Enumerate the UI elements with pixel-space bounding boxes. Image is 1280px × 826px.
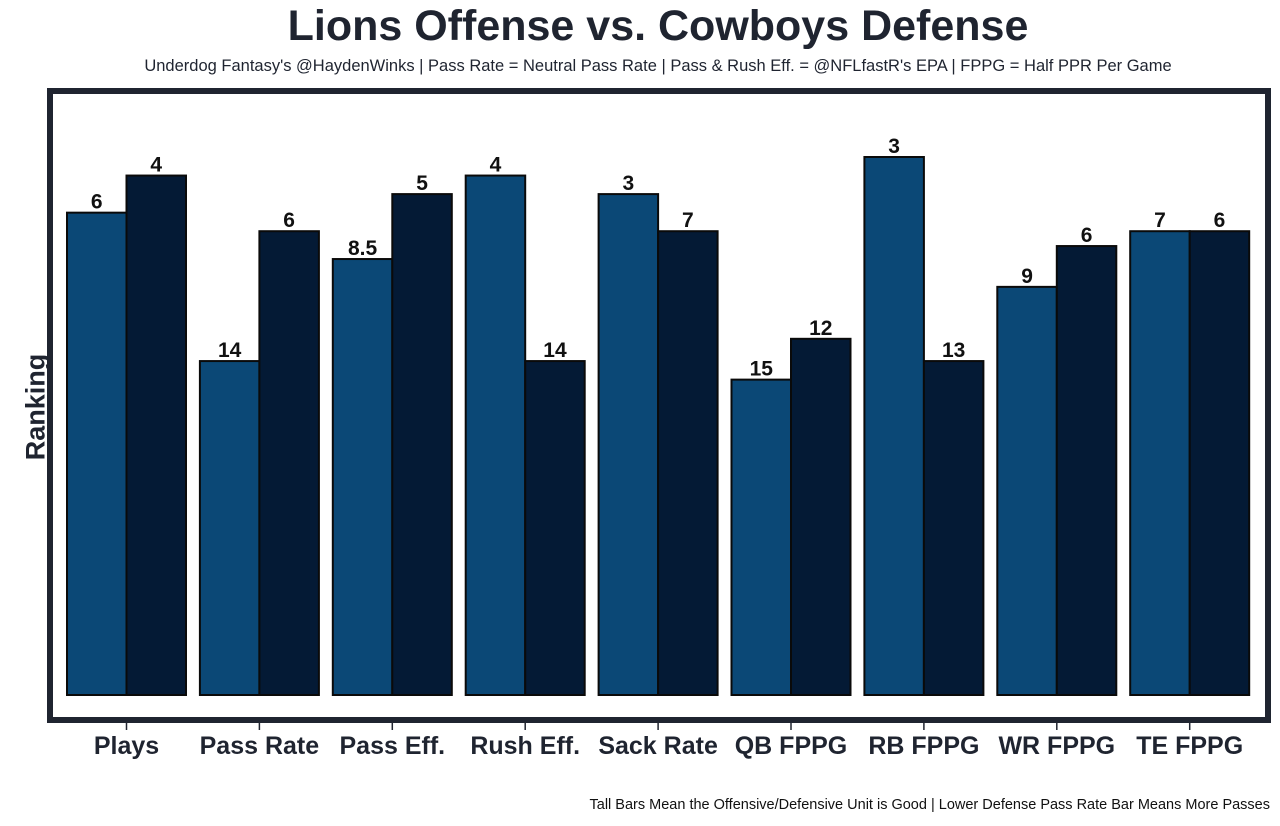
bar-qb-fppg-defense [790, 337, 852, 696]
x-tick-label-wr-fppg: WR FPPG [998, 732, 1115, 760]
bar-te-fppg-defense [1188, 230, 1251, 696]
plot-frame [47, 88, 1271, 723]
bar-label-qb-fppg-offense: 15 [750, 358, 774, 381]
bar-label-rb-fppg-defense: 13 [942, 339, 965, 362]
bar-label-rb-fppg-offense: 3 [888, 135, 900, 158]
bar-sack-rate-offense [597, 193, 660, 696]
bar-pass-rate-defense [258, 230, 320, 696]
bar-plays-offense [66, 211, 128, 696]
x-tick-label-pass-eff: Pass Eff. [339, 732, 445, 760]
bar-rb-fppg-defense [922, 360, 985, 696]
bar-label-plays-offense: 6 [91, 191, 103, 214]
bar-pass-eff-defense [391, 193, 453, 696]
bar-label-te-fppg-defense: 6 [1214, 209, 1226, 232]
bar-label-pass-rate-defense: 6 [283, 209, 295, 232]
chart-subtitle: Underdog Fantasy's @HaydenWinks | Pass R… [144, 57, 1172, 75]
x-tick-label-te-fppg: TE FPPG [1136, 732, 1243, 760]
bar-wr-fppg-defense [1055, 245, 1118, 696]
x-tick-label-rb-fppg: RB FPPG [868, 732, 979, 760]
bar-plays-defense [125, 174, 187, 697]
x-ticks-group: Plays Pass Rate Pass Eff. Rush Eff. Sack Rat… [94, 723, 1243, 760]
bar-label-sack-rate-defense: 7 [682, 209, 694, 232]
bar-label-sack-rate-offense: 3 [623, 172, 635, 195]
bar-label-wr-fppg-defense: 6 [1081, 224, 1093, 247]
bar-label-rush-eff-offense: 4 [490, 154, 502, 177]
x-tick-label-rush-eff: Rush Eff. [470, 732, 580, 760]
bar-label-rush-eff-defense: 14 [543, 339, 567, 362]
x-tick-label-plays: Plays [94, 732, 159, 760]
x-tick-label-sack-rate: Sack Rate [598, 732, 718, 760]
bar-label-wr-fppg-offense: 9 [1021, 265, 1033, 288]
bar-pass-rate-offense [198, 360, 261, 696]
bar-label-pass-eff-offense: 8.5 [348, 237, 378, 260]
bar-te-fppg-offense [1129, 230, 1191, 696]
bar-label-pass-eff-defense: 5 [416, 172, 428, 195]
bar-label-plays-defense: 4 [150, 154, 162, 177]
bar-sack-rate-defense [657, 230, 719, 696]
bar-rb-fppg-offense [863, 156, 925, 696]
bar-qb-fppg-offense [730, 378, 792, 696]
bar-rush-eff-defense [524, 360, 586, 696]
bar-pass-eff-offense [331, 258, 394, 696]
x-tick-label-qb-fppg: QB FPPG [735, 732, 848, 760]
bar-label-pass-rate-offense: 14 [218, 339, 242, 362]
bar-labels-group: 6 4 14 6 8.5 5 4 14 3 7 15 12 3 13 9 6 7 6 [91, 135, 1225, 381]
chart-title: Lions Offense vs. Cowboys Defense [287, 2, 1029, 50]
bar-wr-fppg-offense [996, 285, 1058, 696]
x-tick-label-pass-rate: Pass Rate [200, 732, 320, 760]
bar-rush-eff-offense [464, 174, 527, 697]
bar-label-te-fppg-offense: 7 [1154, 209, 1166, 232]
bars-group [66, 156, 1251, 697]
chart-footnote: Tall Bars Mean the Offensive/Defensive U… [589, 797, 1270, 813]
bar-label-qb-fppg-defense: 12 [809, 317, 832, 340]
